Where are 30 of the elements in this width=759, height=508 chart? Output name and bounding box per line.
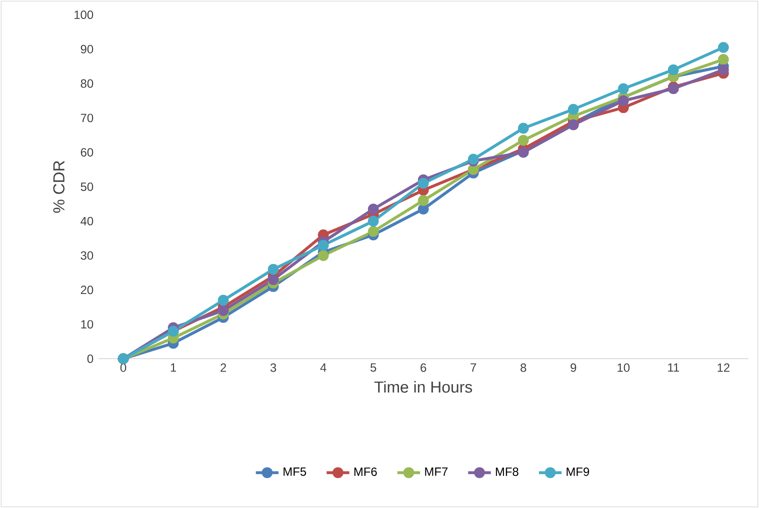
x-tick-label: 6 bbox=[420, 363, 426, 372]
y-tick-label: 60 bbox=[80, 148, 94, 157]
legend-label: MF8 bbox=[496, 467, 518, 476]
x-tick-label: 9 bbox=[570, 363, 576, 372]
x-tick-label: 11 bbox=[668, 363, 680, 372]
y-tick-label: 80 bbox=[80, 79, 94, 88]
y-tick-label: 50 bbox=[80, 182, 94, 191]
legend-label: MF6 bbox=[354, 467, 377, 476]
x-tick-label: 3 bbox=[270, 363, 276, 372]
y-tick-label: 40 bbox=[80, 216, 94, 226]
y-tick-label: 70 bbox=[80, 114, 94, 122]
x-tick-label: 1 bbox=[170, 363, 176, 372]
y-tick-label: 30 bbox=[80, 251, 94, 260]
y-tick-label: 100 bbox=[74, 10, 94, 19]
x-tick-label: 12 bbox=[718, 363, 730, 372]
x-tick-label: 10 bbox=[618, 363, 630, 372]
y-axis-title: % CDR bbox=[53, 160, 65, 213]
x-tick-label: 7 bbox=[470, 363, 476, 372]
y-tick-label: 10 bbox=[81, 320, 94, 329]
x-tick-label: 5 bbox=[370, 363, 376, 372]
legend-label: MF9 bbox=[566, 467, 590, 476]
legend-label: MF7 bbox=[425, 468, 448, 476]
y-tick-label: 0 bbox=[87, 354, 94, 363]
y-tick-label: 20 bbox=[80, 286, 94, 294]
x-tick-label: 4 bbox=[320, 363, 326, 372]
x-tick-label: 8 bbox=[520, 363, 526, 372]
x-axis-title: Time in Hours bbox=[374, 381, 472, 393]
y-tick-label: 90 bbox=[80, 44, 94, 54]
legend-label: MF5 bbox=[284, 468, 306, 476]
x-tick-label: 2 bbox=[220, 363, 226, 372]
